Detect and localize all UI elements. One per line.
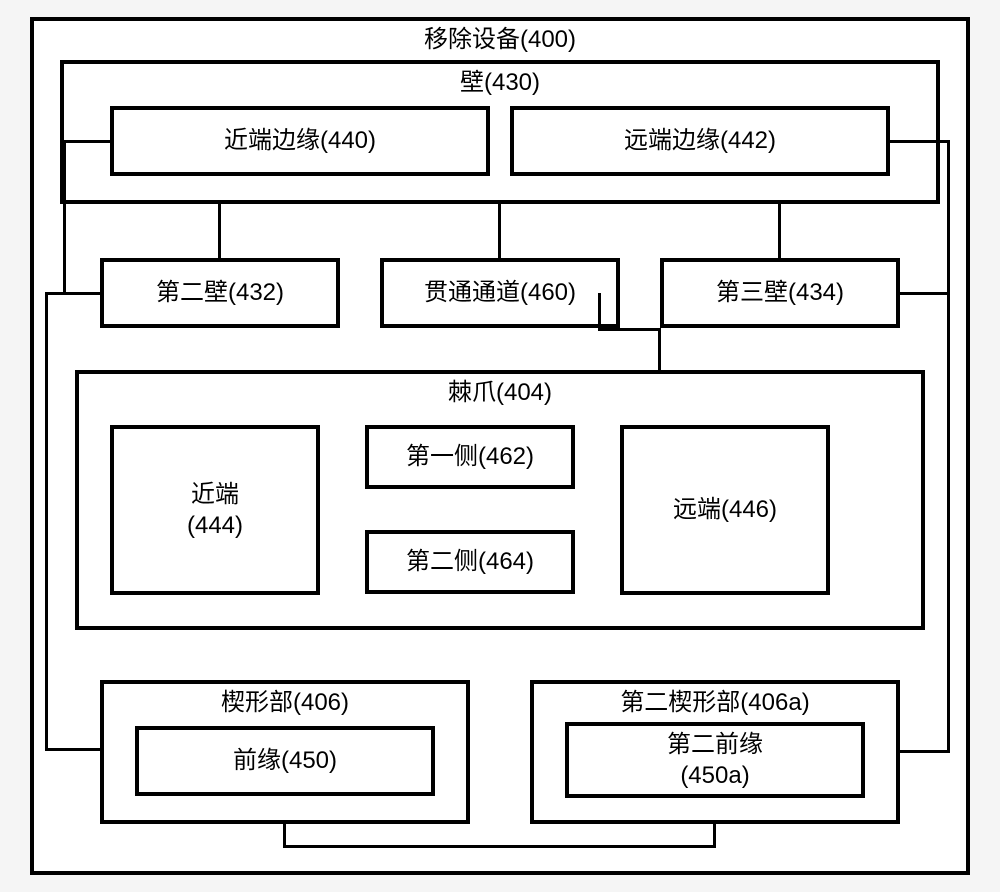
connector-0	[218, 204, 221, 258]
connector-1	[498, 204, 501, 258]
dist-label: 远端(446)	[624, 429, 826, 591]
wall-label: 壁(430)	[64, 64, 936, 102]
connector-4	[598, 328, 661, 331]
wall3-label: 第三壁(434)	[664, 262, 896, 324]
connector-3	[658, 328, 661, 370]
wall2-label: 第二壁(432)	[104, 262, 336, 324]
connector-10	[45, 292, 103, 295]
channel-label: 贯通通道(460)	[384, 262, 616, 324]
connector-11	[45, 292, 48, 750]
connector-19	[283, 845, 716, 848]
connector-16	[900, 750, 950, 753]
wedge2-label: 第二楔形部(406a)	[534, 684, 896, 722]
connector-8	[63, 140, 93, 143]
connector-9	[63, 140, 66, 295]
lead_edge-label: 前缘(450)	[139, 730, 431, 792]
pawl-label: 棘爪(404)	[79, 374, 921, 412]
connector-2	[778, 204, 781, 258]
prox_edge-label: 近端边缘(440)	[114, 110, 486, 172]
outer-label: 移除设备(400)	[34, 21, 966, 59]
lead_edge2-label: 第二前缘 (450a)	[569, 726, 861, 794]
connector-13	[890, 140, 950, 143]
wedge-label: 楔形部(406)	[104, 684, 466, 722]
connector-15	[947, 140, 950, 753]
connector-6	[90, 140, 110, 143]
side1-label: 第一侧(462)	[369, 429, 571, 485]
side2-label: 第二侧(464)	[369, 534, 571, 590]
prox-label: 近端 (444)	[114, 429, 316, 591]
connector-5	[598, 293, 601, 328]
connector-12	[45, 748, 103, 751]
connector-14	[900, 292, 950, 295]
dist_edge-label: 远端边缘(442)	[514, 110, 886, 172]
